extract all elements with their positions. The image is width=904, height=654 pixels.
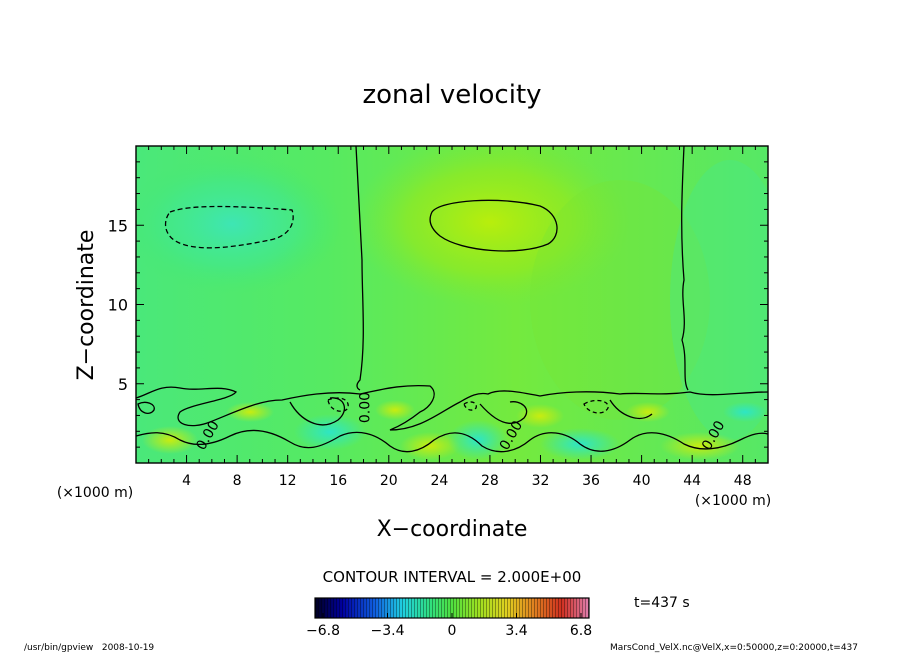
y-axis-ticks: 5 10 15 <box>108 161 768 448</box>
x-axis-unit-right: (×1000 m) <box>695 493 771 509</box>
negative-velocity-region-right <box>670 160 768 440</box>
colorbar-ticks: −6.8 −3.4 0 3.4 6.8 <box>306 613 592 639</box>
colorbar-tick-label: 6.8 <box>570 623 592 639</box>
contour-lines <box>136 146 768 453</box>
x-tick-label: 12 <box>279 473 297 489</box>
x-tick-label: 4 <box>182 473 191 489</box>
contour-zero-bottom <box>136 429 768 453</box>
positive-velocity-region <box>350 146 630 307</box>
x-axis-unit-left: (×1000 m) <box>57 485 133 501</box>
x-tick-label: 44 <box>683 473 701 489</box>
y-tick-label: 15 <box>108 216 128 235</box>
colorbar-tick-label: −6.8 <box>306 623 340 639</box>
contour-zero-lower <box>136 384 768 431</box>
contour-small-loop <box>137 401 155 415</box>
y-axis-title: Z−coordinate <box>74 230 99 381</box>
x-tick-label: 8 <box>233 473 242 489</box>
colorbar: −6.8 −3.4 0 3.4 6.8 <box>306 597 592 639</box>
contour-zero-right <box>681 146 689 391</box>
contour-positive-upper <box>429 199 558 252</box>
contour-label: 0.00 <box>358 392 374 423</box>
x-tick-label: 32 <box>532 473 550 489</box>
contour-negative-upper <box>164 205 294 249</box>
x-tick-label: 16 <box>329 473 347 489</box>
footer-left: /usr/bin/gpview 2008-10-19 <box>24 643 154 653</box>
chart-title: zonal velocity <box>362 80 541 110</box>
y-tick-label: 5 <box>118 375 128 394</box>
colorbar-tick-label: −3.4 <box>371 623 405 639</box>
time-label: t=437 s <box>634 595 690 611</box>
plot-area: 0.000.00 0.00 0.00 <box>136 146 768 463</box>
x-tick-label: 48 <box>734 473 752 489</box>
positive-velocity-region-right <box>530 180 710 420</box>
x-tick-label: 28 <box>481 473 499 489</box>
colorbar-stripes <box>315 598 589 618</box>
colorbar-tick-label: 3.4 <box>505 623 527 639</box>
contour-negative-cells <box>327 397 609 414</box>
y-tick-label: 10 <box>108 296 128 315</box>
footer-right: MarsCond_VelX.nc@VelX,x=0:50000,z=0:2000… <box>610 643 858 653</box>
contour-zero-left <box>355 146 364 391</box>
contour-interval-text: CONTOUR INTERVAL = 2.000E+00 <box>323 568 582 586</box>
x-tick-label: 24 <box>430 473 448 489</box>
x-tick-label: 20 <box>380 473 398 489</box>
x-tick-label: 40 <box>633 473 651 489</box>
colorbar-tick-label: 0 <box>448 623 457 639</box>
x-tick-label: 36 <box>582 473 600 489</box>
contour-zero-cells <box>289 397 653 426</box>
x-axis-title: X−coordinate <box>377 517 528 542</box>
negative-velocity-region <box>136 154 342 294</box>
x-axis-ticks: 4 8 12 16 20 24 28 32 36 40 44 48 <box>148 146 756 489</box>
